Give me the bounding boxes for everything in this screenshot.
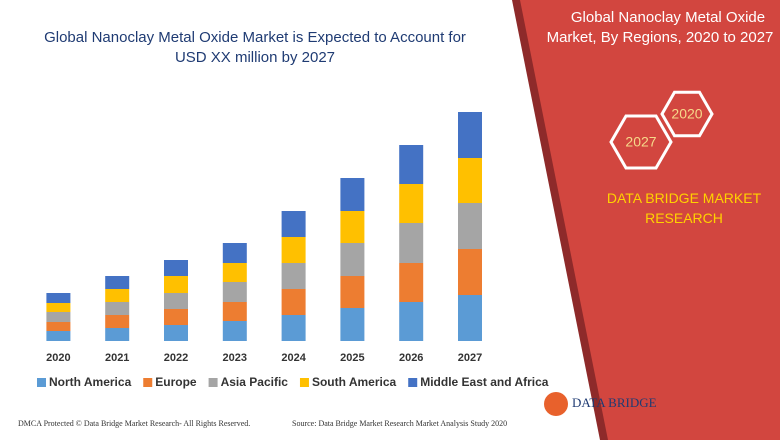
bar-segment: [222, 302, 247, 321]
end-year: 2027: [625, 134, 656, 150]
bar-segment: [46, 322, 71, 331]
brand: DATA BRIDGE MARKET RESEARCH: [607, 190, 762, 226]
bar-segment: [458, 203, 482, 249]
bar-segment: [105, 328, 130, 341]
bar-segment: [281, 211, 306, 237]
bar-segment: [458, 249, 482, 295]
bar-segment: [46, 331, 71, 341]
x-tick-label: 2025: [340, 352, 364, 364]
legend-label: Asia Pacific: [221, 375, 289, 389]
bar-segment: [46, 293, 71, 303]
legend-swatch: [143, 378, 153, 387]
bar-segment: [222, 321, 247, 341]
bar-segment: [458, 295, 482, 341]
bar-segment: [164, 260, 188, 276]
bar-segment: [222, 263, 247, 282]
legend-swatch: [299, 378, 309, 387]
bar-segment: [399, 302, 424, 341]
chart-title: Global Nanoclay Metal Oxide Market is Ex…: [44, 29, 466, 66]
bar-segment: [164, 276, 188, 293]
panel-title: Global Nanoclay Metal Oxide Market, By Re…: [547, 9, 774, 46]
legend-swatch: [408, 378, 418, 387]
bar-segment: [458, 112, 482, 158]
x-tick-label: 2020: [46, 352, 70, 364]
bar-segment: [105, 315, 130, 328]
x-tick-label: 2026: [399, 352, 423, 364]
bar-segment: [399, 223, 424, 263]
x-tick-label: 2023: [223, 352, 247, 364]
bar-segment: [281, 263, 306, 289]
bar-segment: [105, 289, 130, 302]
bar-segment: [340, 276, 365, 308]
bar-segment: [222, 243, 247, 263]
x-tick-label: 2022: [164, 352, 188, 364]
right-panel: [520, 0, 780, 440]
bar-segment: [281, 237, 306, 263]
hexagon: [660, 90, 714, 138]
logo-icon: [544, 392, 568, 416]
legend-label: South America: [312, 375, 397, 389]
bar-segment: [46, 303, 71, 312]
bar-segment: [164, 293, 188, 309]
bar-segment: [105, 276, 130, 289]
legend-swatch: [208, 378, 218, 387]
bar-segment: [458, 158, 482, 203]
hexagon: [609, 114, 673, 170]
source: Source: Data Bridge Market Research Mark…: [292, 419, 507, 428]
bar-segment: [399, 145, 424, 184]
legend-label: Europe: [155, 375, 197, 389]
x-tick-label: 2021: [105, 352, 129, 364]
legend-label: Middle East and Africa: [420, 375, 549, 389]
x-tick-label: 2024: [281, 352, 306, 364]
x-tick-label: 2027: [458, 352, 482, 364]
logo-text: DATA BRIDGE: [572, 395, 657, 410]
bar-segment: [281, 289, 306, 315]
bar-segment: [340, 243, 365, 276]
copyright: DMCA Protected © Data Bridge Market Rese…: [18, 419, 250, 428]
bar-segment: [340, 211, 365, 243]
bar-segment: [399, 184, 424, 223]
bar-segment: [340, 308, 365, 341]
legend-label: North America: [49, 375, 132, 389]
start-year: 2020: [671, 106, 702, 122]
bar-segment: [399, 263, 424, 302]
bar-segment: [46, 312, 71, 322]
bar-segment: [164, 325, 188, 341]
bar-segment: [105, 302, 130, 315]
legend-swatch: [37, 378, 46, 387]
bar-segment: [222, 282, 247, 302]
bar-segment: [164, 309, 188, 325]
bar-segment: [340, 178, 365, 211]
bar-segment: [281, 315, 306, 341]
